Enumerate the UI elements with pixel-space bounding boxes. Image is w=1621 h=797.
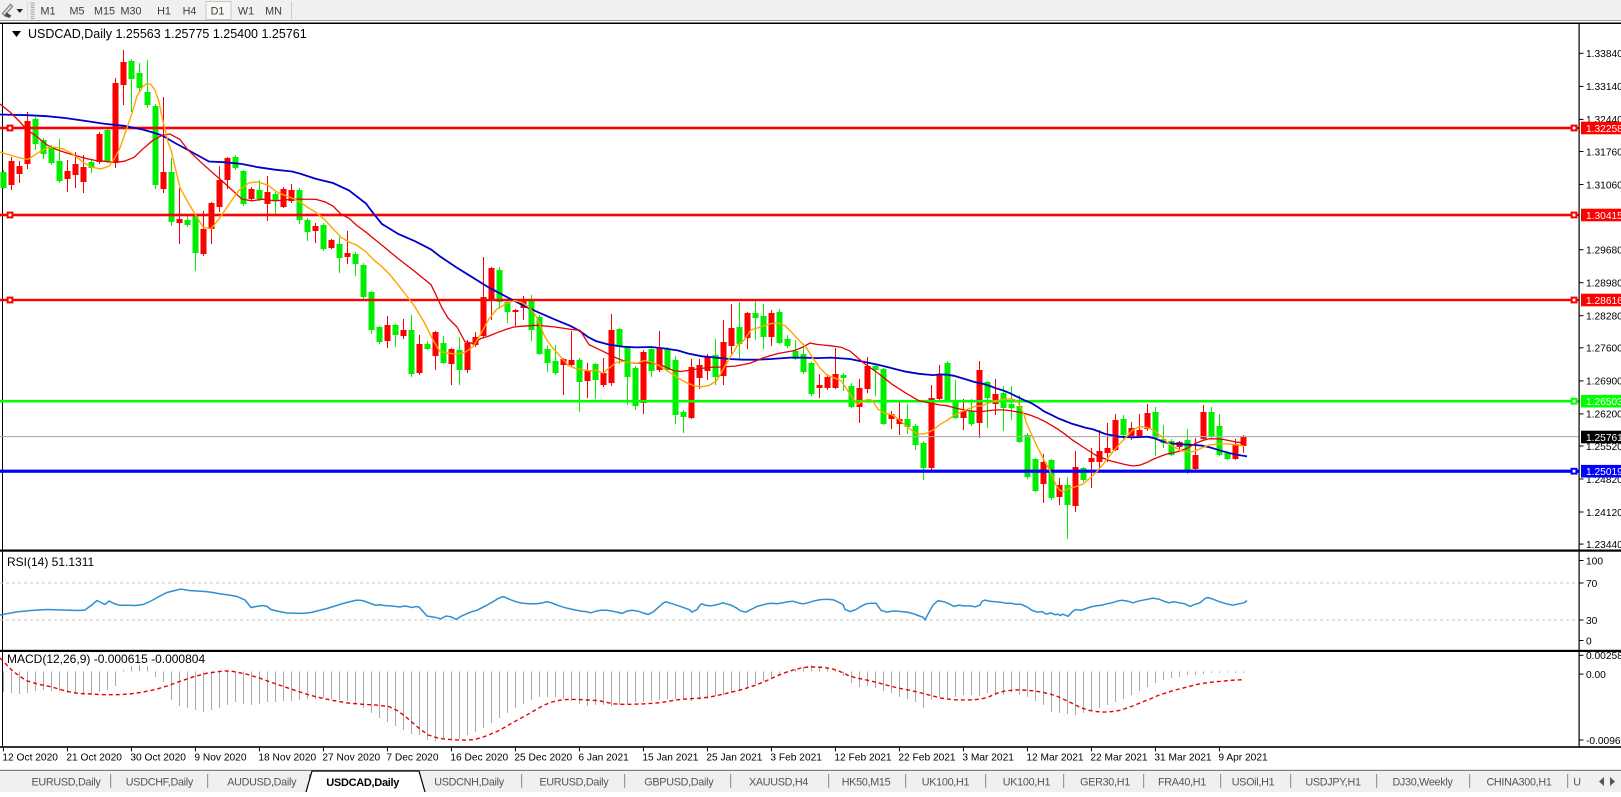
svg-text:1.24120: 1.24120 bbox=[1586, 508, 1621, 519]
svg-text:USDCAD,Daily: USDCAD,Daily bbox=[326, 777, 400, 789]
svg-text:100: 100 bbox=[1586, 556, 1603, 567]
svg-text:U: U bbox=[1573, 777, 1581, 789]
svg-text:MN: MN bbox=[265, 6, 282, 18]
svg-text:H4: H4 bbox=[183, 6, 197, 18]
svg-text:1.32440: 1.32440 bbox=[1586, 115, 1621, 126]
svg-text:12 Feb 2021: 12 Feb 2021 bbox=[834, 753, 892, 764]
svg-text:15 Jan 2021: 15 Jan 2021 bbox=[642, 753, 698, 764]
svg-text:MACD(12,26,9) -0.000615 -0.000: MACD(12,26,9) -0.000615 -0.000804 bbox=[7, 652, 205, 666]
svg-text:1.27600: 1.27600 bbox=[1586, 344, 1621, 355]
svg-text:M1: M1 bbox=[41, 6, 56, 18]
svg-text:1.24820: 1.24820 bbox=[1586, 475, 1621, 486]
svg-text:EURUSD,Daily: EURUSD,Daily bbox=[539, 777, 609, 789]
svg-text:-0.00968: -0.00968 bbox=[1586, 736, 1621, 747]
svg-text:USDCHF,Daily: USDCHF,Daily bbox=[126, 777, 194, 789]
svg-text:0: 0 bbox=[1586, 636, 1592, 647]
svg-text:DJ30,Weekly: DJ30,Weekly bbox=[1392, 777, 1453, 789]
svg-text:1.33140: 1.33140 bbox=[1586, 82, 1621, 93]
svg-text:1.30415: 1.30415 bbox=[1586, 211, 1621, 222]
svg-text:1.31760: 1.31760 bbox=[1586, 147, 1621, 158]
svg-text:31 Mar 2021: 31 Mar 2021 bbox=[1154, 753, 1212, 764]
svg-text:18 Nov 2020: 18 Nov 2020 bbox=[258, 753, 316, 764]
svg-text:D1: D1 bbox=[211, 6, 225, 18]
svg-text:1.26503: 1.26503 bbox=[1586, 397, 1621, 408]
svg-text:UK100,H1: UK100,H1 bbox=[922, 777, 970, 789]
svg-text:1.29680: 1.29680 bbox=[1586, 246, 1621, 257]
svg-text:3 Feb 2021: 3 Feb 2021 bbox=[770, 753, 822, 764]
svg-text:AUDUSD,Daily: AUDUSD,Daily bbox=[227, 777, 297, 789]
svg-text:RSI(14) 51.1311: RSI(14) 51.1311 bbox=[7, 555, 94, 569]
svg-text:25 Jan 2021: 25 Jan 2021 bbox=[706, 753, 762, 764]
svg-text:12 Mar 2021: 12 Mar 2021 bbox=[1026, 753, 1084, 764]
svg-text:22 Mar 2021: 22 Mar 2021 bbox=[1090, 753, 1148, 764]
svg-text:1.25520: 1.25520 bbox=[1586, 442, 1621, 453]
svg-text:7 Dec 2020: 7 Dec 2020 bbox=[386, 753, 438, 764]
svg-text:9 Nov 2020: 9 Nov 2020 bbox=[194, 753, 246, 764]
svg-text:12 Oct 2020: 12 Oct 2020 bbox=[2, 753, 58, 764]
svg-text:1.32258: 1.32258 bbox=[1586, 124, 1621, 135]
svg-text:EURUSD,Daily: EURUSD,Daily bbox=[32, 777, 102, 789]
svg-text:USDCAD,Daily 1.25563 1.25775: USDCAD,Daily 1.25563 1.25775 1.25400 1.2… bbox=[28, 27, 307, 41]
svg-text:21 Oct 2020: 21 Oct 2020 bbox=[66, 753, 122, 764]
svg-text:M30: M30 bbox=[120, 6, 141, 18]
svg-text:GBPUSD,Daily: GBPUSD,Daily bbox=[644, 777, 714, 789]
svg-text:1.31060: 1.31060 bbox=[1586, 180, 1621, 191]
svg-text:0.00: 0.00 bbox=[1586, 670, 1606, 681]
svg-text:USDJPY,H1: USDJPY,H1 bbox=[1305, 777, 1361, 789]
svg-text:M15: M15 bbox=[94, 6, 115, 18]
svg-text:1.28280: 1.28280 bbox=[1586, 312, 1621, 323]
svg-text:M5: M5 bbox=[70, 6, 85, 18]
svg-text:30: 30 bbox=[1586, 616, 1598, 627]
svg-text:W1: W1 bbox=[238, 6, 254, 18]
svg-text:CHINA300,H1: CHINA300,H1 bbox=[1486, 777, 1551, 789]
svg-text:HK50,M15: HK50,M15 bbox=[842, 777, 891, 789]
svg-text:1.25019: 1.25019 bbox=[1586, 467, 1621, 478]
svg-text:1.28616: 1.28616 bbox=[1586, 296, 1621, 307]
svg-text:1.23440: 1.23440 bbox=[1586, 540, 1621, 551]
svg-text:1.28980: 1.28980 bbox=[1586, 279, 1621, 290]
svg-text:GER30,H1: GER30,H1 bbox=[1080, 777, 1130, 789]
svg-text:1.33840: 1.33840 bbox=[1586, 49, 1621, 60]
svg-text:UK100,H1: UK100,H1 bbox=[1003, 777, 1051, 789]
svg-text:70: 70 bbox=[1586, 579, 1598, 590]
svg-text:9 Apr 2021: 9 Apr 2021 bbox=[1218, 753, 1268, 764]
svg-text:25 Dec 2020: 25 Dec 2020 bbox=[514, 753, 572, 764]
svg-text:H1: H1 bbox=[157, 6, 171, 18]
svg-text:FRA40,H1: FRA40,H1 bbox=[1158, 777, 1206, 789]
svg-text:USOil,H1: USOil,H1 bbox=[1232, 777, 1275, 789]
svg-text:27 Nov 2020: 27 Nov 2020 bbox=[322, 753, 380, 764]
svg-text:1.26200: 1.26200 bbox=[1586, 410, 1621, 421]
svg-text:16 Dec 2020: 16 Dec 2020 bbox=[450, 753, 508, 764]
svg-text:XAUUSD,H4: XAUUSD,H4 bbox=[749, 777, 808, 789]
svg-text:1.26900: 1.26900 bbox=[1586, 377, 1621, 388]
svg-text:0.00258: 0.00258 bbox=[1586, 651, 1621, 662]
svg-text:30 Oct 2020: 30 Oct 2020 bbox=[130, 753, 186, 764]
svg-text:3 Mar 2021: 3 Mar 2021 bbox=[962, 753, 1014, 764]
svg-text:USDCNH,Daily: USDCNH,Daily bbox=[434, 777, 504, 789]
svg-text:22 Feb 2021: 22 Feb 2021 bbox=[898, 753, 956, 764]
svg-text:1.25761: 1.25761 bbox=[1586, 433, 1621, 444]
svg-text:6 Jan 2021: 6 Jan 2021 bbox=[578, 753, 629, 764]
